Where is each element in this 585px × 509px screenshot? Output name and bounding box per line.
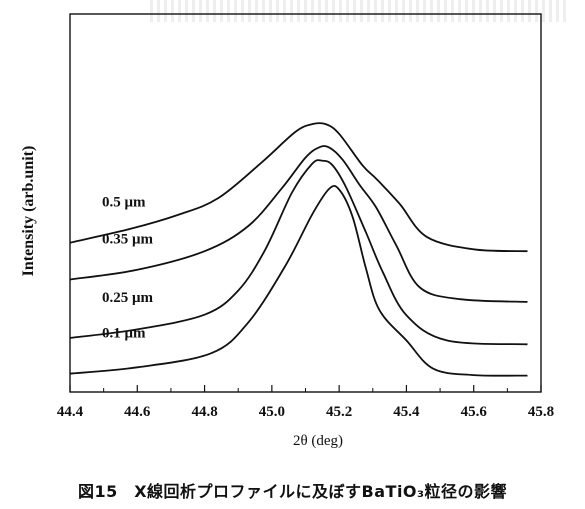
x-tick-label: 44.8 bbox=[191, 404, 217, 420]
x-axis-ticks bbox=[69, 385, 542, 392]
x-tick-label: 45.6 bbox=[461, 404, 488, 420]
figure-caption: 図15 X線回析プロファイルに及ぼすBaTiO₃粒径の影響 bbox=[77, 482, 508, 501]
x-tick-label: 45.4 bbox=[393, 404, 420, 420]
y-axis-label: Intensity (arb.unit) bbox=[20, 146, 37, 277]
curve-labels: 0.5 μm 0.35 μm 0.25 μm 0.1 μm bbox=[102, 195, 154, 342]
x-tick-label: 45.2 bbox=[326, 404, 352, 420]
scan-noise-strip bbox=[150, 0, 570, 22]
x-tick-label: 45.0 bbox=[259, 404, 285, 420]
x-axis-tick-labels: 44.4 44.6 44.8 45.0 45.2 45.4 45.6 45.8 bbox=[57, 404, 554, 420]
curve-label: 0.1 μm bbox=[102, 326, 146, 342]
curves bbox=[69, 122, 528, 377]
curve-label: 0.35 μm bbox=[102, 231, 154, 247]
curve-line bbox=[69, 159, 528, 346]
x-tick-label: 44.6 bbox=[124, 404, 151, 420]
curve-line bbox=[69, 185, 528, 377]
x-tick-label: 44.4 bbox=[57, 404, 84, 420]
curve-label: 0.25 μm bbox=[102, 290, 154, 306]
curve-line bbox=[69, 122, 528, 253]
x-tick-label: 45.8 bbox=[528, 404, 554, 420]
x-axis-label: 2θ (deg) bbox=[293, 433, 343, 449]
curve-line bbox=[69, 145, 528, 303]
curve-label: 0.5 μm bbox=[102, 195, 146, 211]
